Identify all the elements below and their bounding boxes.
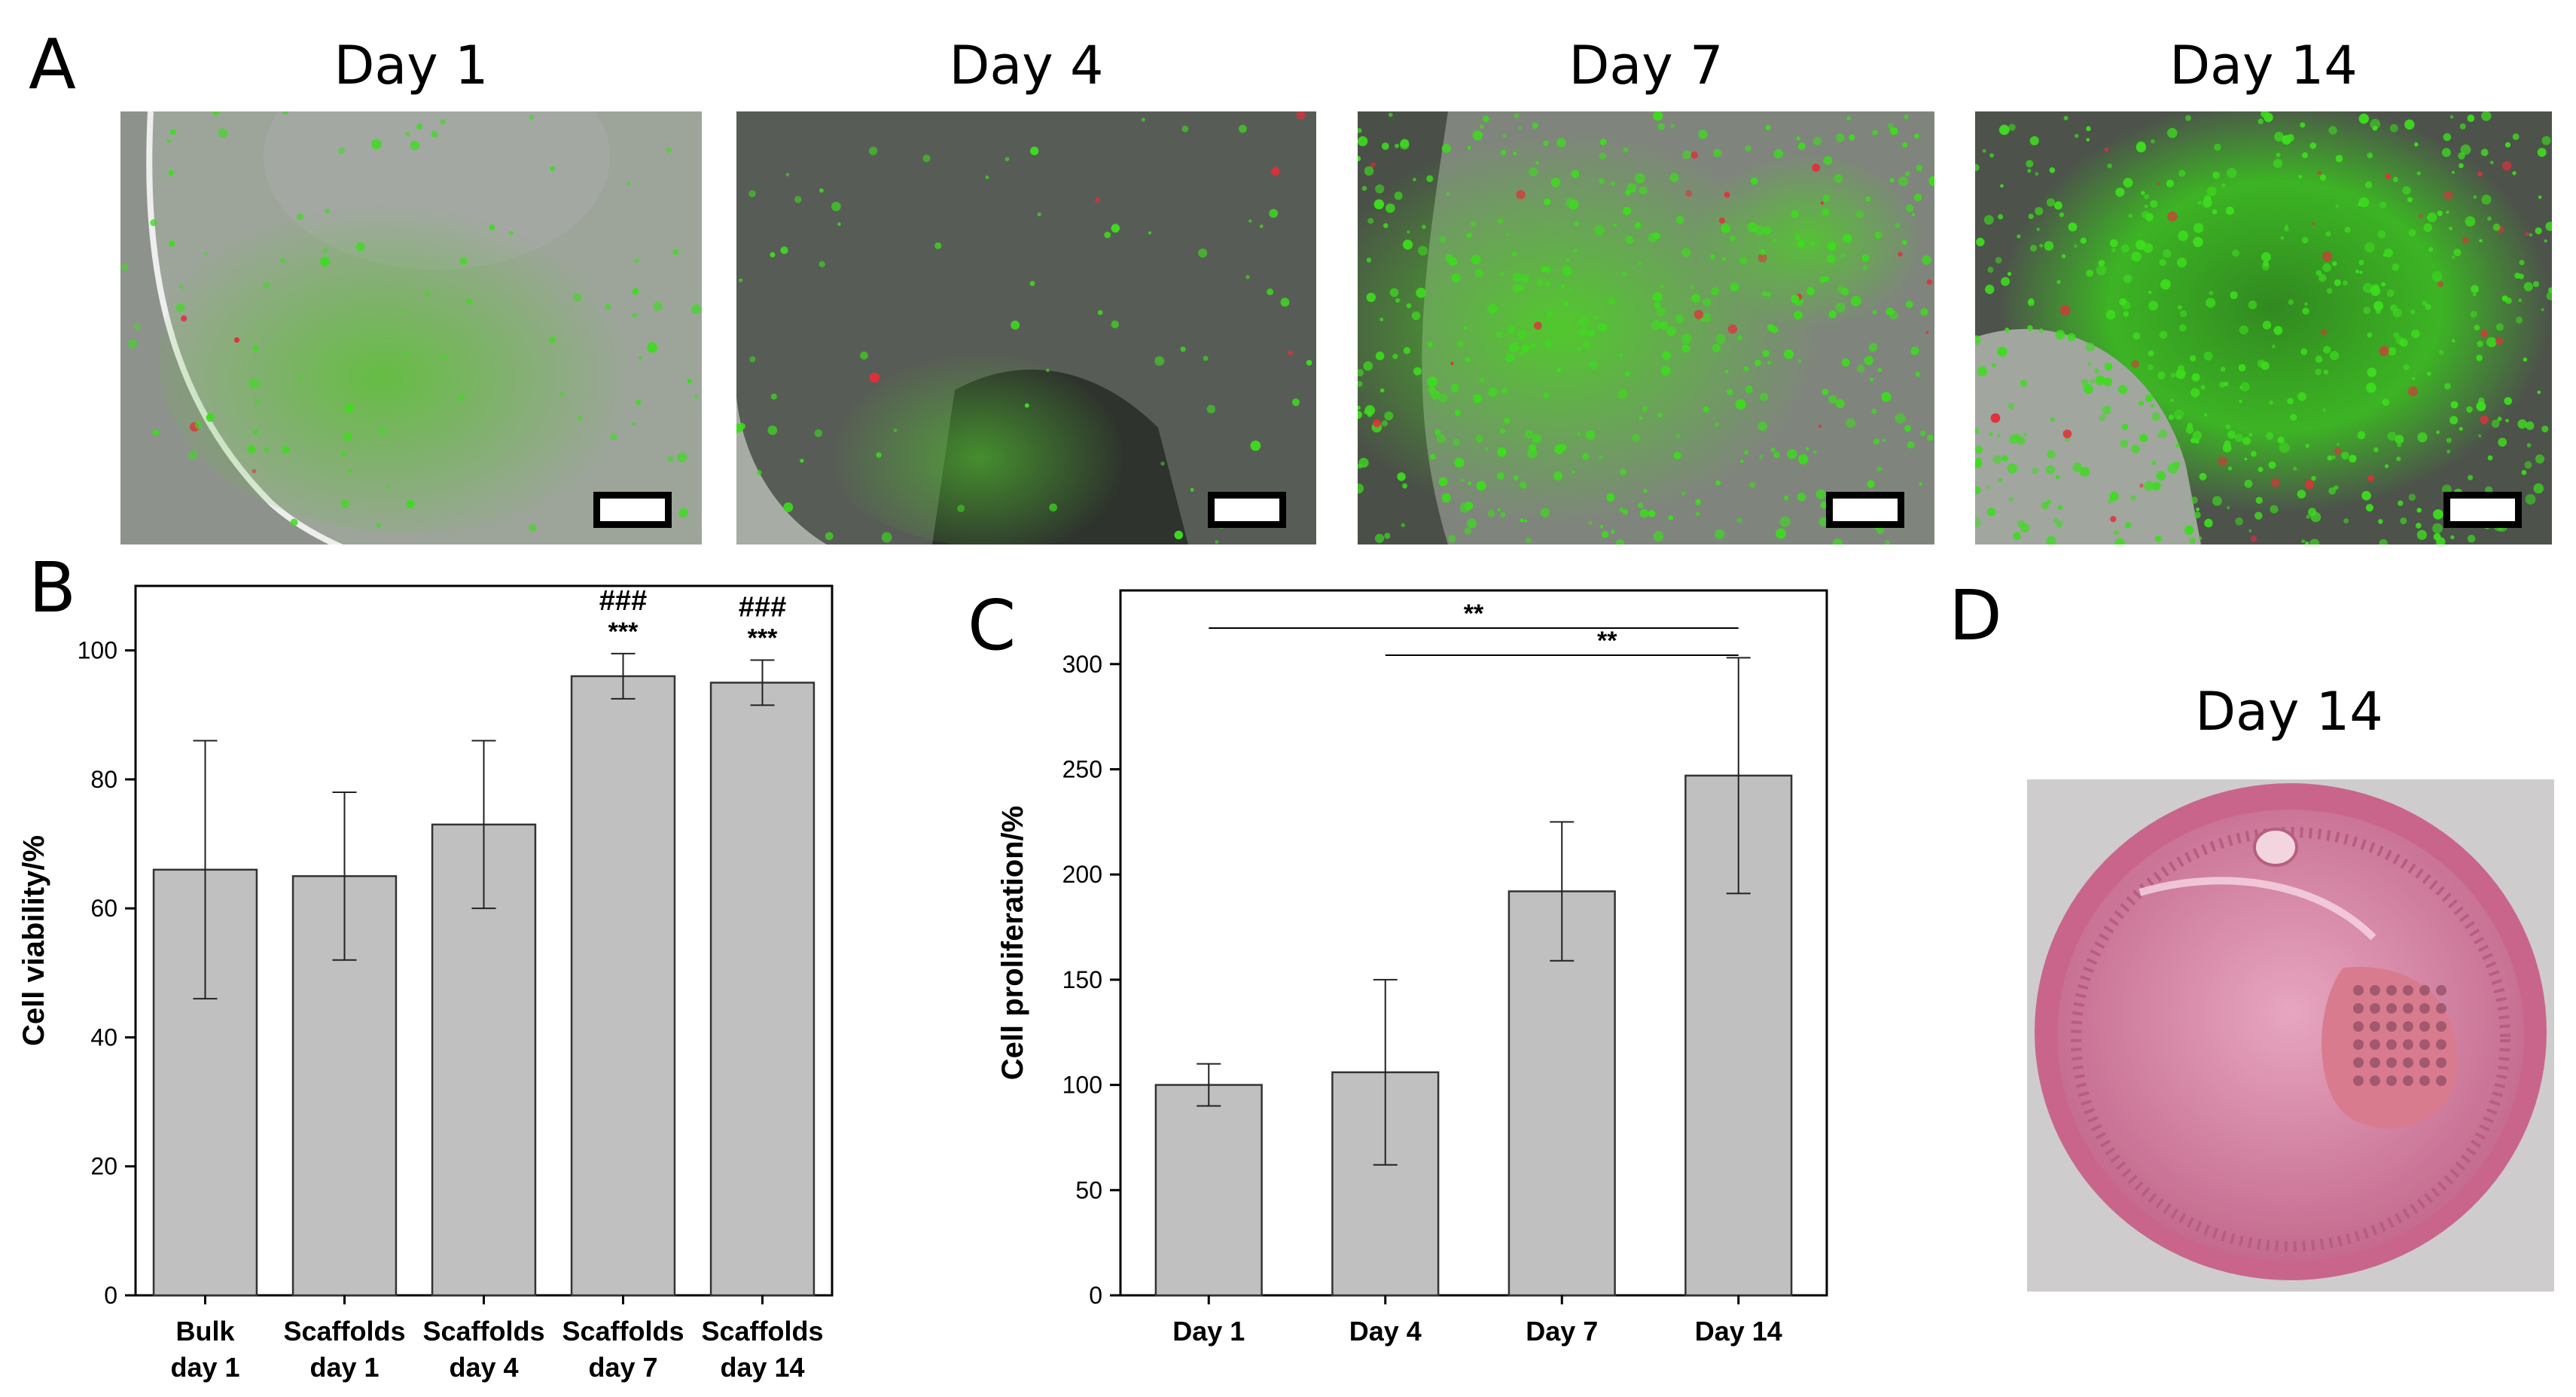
chart-b-x-tick-label: day 1 (309, 1352, 379, 1383)
chart-c-y-tick-label: 50 (1075, 1176, 1102, 1203)
scale-bar (1208, 492, 1286, 528)
panel-b-letter: B (29, 548, 77, 628)
chart-b-x-tick-label: day 1 (170, 1352, 239, 1383)
chart-c-x-tick-label: Day 7 (1526, 1316, 1598, 1347)
chart-b-x-tick-label: Scaffolds (422, 1316, 544, 1347)
chart-c-y-tick-label: 0 (1089, 1282, 1102, 1309)
chart-b: 0 20 40 60 80 100 Cell viability/% Bulk day 1 Sca… (17, 584, 834, 1383)
panel-c-letter: C (968, 585, 1017, 666)
chart-b-significance-label: *** (608, 618, 639, 646)
chart-b-significance-label: ### (599, 585, 647, 617)
chart-b-y-tick-label: 40 (90, 1023, 117, 1051)
chart-c-bar (1154, 1084, 1263, 1297)
micrograph-title-day14: Day 14 (2169, 35, 2358, 96)
chart-c-y-axis-label: Cell proliferation/% (996, 806, 1029, 1081)
chart-c-significance-label: ** (1597, 627, 1617, 655)
chart-c-y-tick-label: 100 (1062, 1072, 1102, 1099)
chart-b-significance-label: ### (739, 591, 786, 623)
chart-c-significance-label: ** (1464, 599, 1484, 628)
chart-b-x-tick-label: day 4 (449, 1352, 518, 1383)
chart-c-y-tick-label: 300 (1062, 651, 1102, 678)
chart-c-y-tick-label: 150 (1062, 966, 1102, 993)
chart-b-y-tick-label: 0 (104, 1282, 117, 1309)
chart-b-y-tick-label: 100 (78, 637, 117, 664)
chart-c: 0 50 100 150 200 250 300 Cell proliferation/% Da… (996, 589, 1828, 1347)
scale-bar (1826, 492, 1904, 528)
micrograph-day7 (1358, 111, 1934, 544)
micrograph-title-day4: Day 4 (949, 35, 1104, 96)
chart-b-x-tick-label: Scaffolds (701, 1316, 823, 1347)
micrograph-day14 (1975, 111, 2552, 544)
chart-b-bar (709, 682, 815, 1297)
chart-b-y-tick-label: 20 (90, 1153, 117, 1180)
micrograph-title-day7: Day 7 (1568, 35, 1724, 96)
chart-b-y-tick-label: 80 (90, 766, 117, 793)
chart-b-significance-label: *** (748, 624, 778, 652)
chart-b-y-axis-label: Cell viability/% (17, 835, 50, 1046)
chart-b-x-tick-label: day 14 (720, 1352, 804, 1383)
panel-a-letter: A (29, 24, 76, 105)
chart-b-x-tick-label: Scaffolds (562, 1316, 684, 1347)
chart-c-y-tick-label: 250 (1062, 755, 1102, 782)
micrograph-day1 (120, 111, 702, 544)
chart-c-x-tick-label: Day 1 (1172, 1316, 1245, 1347)
chart-c-y-tick-label: 200 (1062, 861, 1102, 888)
chart-b-x-tick-label: day 7 (588, 1352, 657, 1383)
culture-dish-photo (2027, 779, 2554, 1292)
micrograph-title-day1: Day 1 (334, 35, 489, 96)
dish-photo-title: Day 14 (2195, 681, 2383, 743)
chart-b-x-tick-label: Bulk (175, 1316, 235, 1347)
chart-b-x-tick-label: Scaffolds (283, 1316, 405, 1347)
scale-bar (2443, 492, 2522, 528)
panel-d-letter: D (1949, 575, 2002, 656)
chart-c-x-tick-label: Day 14 (1695, 1316, 1782, 1347)
chart-b-bar (570, 675, 676, 1297)
micrograph-day4 (736, 111, 1316, 544)
chart-c-plot-frame (1119, 589, 1828, 1297)
chart-c-x-tick-label: Day 4 (1349, 1316, 1422, 1347)
scale-bar (593, 492, 672, 528)
chart-b-y-tick-label: 60 (90, 895, 117, 922)
